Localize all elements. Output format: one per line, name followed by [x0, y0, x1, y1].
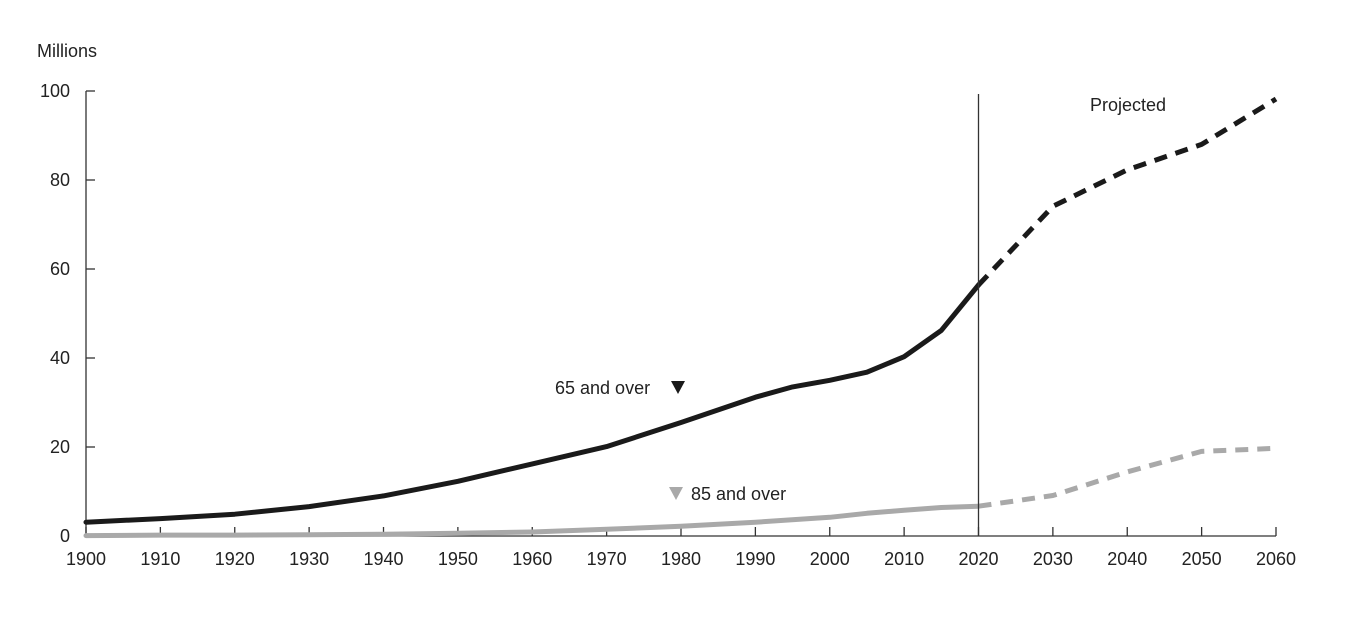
x-tick-label: 1980 — [661, 549, 701, 569]
x-tick-label: 1920 — [215, 549, 255, 569]
series-line-85-and-over-projected — [978, 445, 1277, 509]
x-tick-label: 2060 — [1256, 549, 1296, 569]
series-line-65-and-over-historical — [83, 282, 981, 525]
x-tick-label: 2030 — [1033, 549, 1073, 569]
series-label-65-and-over-text: 65 and over — [555, 378, 650, 398]
x-tick-label: 2040 — [1107, 549, 1147, 569]
series-label-85-and-over-text: 85 and over — [691, 484, 786, 504]
x-tick-label: 1990 — [735, 549, 775, 569]
y-tick-label: 40 — [50, 348, 70, 368]
x-tick-label: 1900 — [66, 549, 106, 569]
x-tick-label: 1970 — [587, 549, 627, 569]
x-tick-label: 1940 — [363, 549, 403, 569]
x-tick-label: 2020 — [958, 549, 998, 569]
series-label-65-and-over: 65 and over — [555, 378, 685, 398]
y-axis-label: Millions — [37, 41, 97, 61]
x-tick-label: 2000 — [810, 549, 850, 569]
y-tick-label: 100 — [40, 81, 70, 101]
x-tick-label: 1950 — [438, 549, 478, 569]
y-tick-label: 0 — [60, 526, 70, 546]
x-tick-label: 1960 — [512, 549, 552, 569]
series-layer — [83, 96, 1278, 539]
y-tick-label: 80 — [50, 170, 70, 190]
x-tick-label: 2010 — [884, 549, 924, 569]
series-label-85-and-over: 85 and over — [669, 484, 786, 504]
projected-label: Projected — [1090, 95, 1166, 115]
down-triangle-marker-icon — [671, 381, 685, 394]
x-tick-label: 2050 — [1182, 549, 1222, 569]
down-triangle-marker-icon — [669, 487, 683, 500]
series-line-85-and-over-historical — [83, 503, 981, 539]
y-tick-label: 60 — [50, 259, 70, 279]
x-tick-label: 1910 — [140, 549, 180, 569]
series-line-65-and-over-projected — [976, 96, 1278, 287]
x-tick-label: 1930 — [289, 549, 329, 569]
y-tick-label: 20 — [50, 437, 70, 457]
